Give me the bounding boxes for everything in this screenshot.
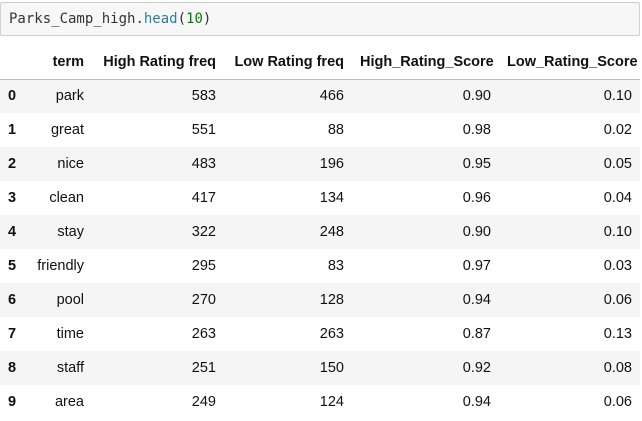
column-header-term: term bbox=[26, 45, 92, 80]
cell-high-rating-score: 0.92 bbox=[462, 360, 491, 376]
table-row: 9 area 249 124 0.94 0.06 bbox=[0, 385, 640, 419]
row-index: 0 bbox=[8, 88, 17, 105]
cell-low-rating-freq: 134 bbox=[319, 190, 344, 206]
cell-low-rating-freq: 248 bbox=[319, 224, 344, 240]
cell-low-rating-score: 0.08 bbox=[603, 360, 632, 376]
row-index: 8 bbox=[8, 360, 17, 376]
cell-low-rating-freq: 124 bbox=[319, 394, 344, 410]
table-row: 3 clean 417 134 0.96 0.04 bbox=[0, 181, 640, 215]
cell-low-rating-freq: 263 bbox=[319, 326, 344, 342]
cell-low-rating-freq: 128 bbox=[319, 292, 344, 308]
cell-low-rating-score: 0.10 bbox=[603, 224, 632, 240]
cell-high-rating-freq: 322 bbox=[191, 224, 216, 240]
column-header-high-rating-freq: High Rating freq bbox=[92, 45, 224, 80]
cell-term: friendly bbox=[37, 258, 84, 274]
cell-high-rating-score: 0.98 bbox=[462, 122, 491, 138]
index-header bbox=[0, 45, 26, 80]
cell-term: nice bbox=[57, 156, 84, 172]
cell-high-rating-freq: 295 bbox=[191, 258, 216, 274]
cell-high-rating-freq: 583 bbox=[191, 88, 216, 105]
code-open-paren: ( bbox=[177, 11, 187, 27]
cell-low-rating-score: 0.04 bbox=[603, 190, 632, 206]
cell-term: pool bbox=[56, 292, 84, 308]
code-argument: 10 bbox=[186, 11, 203, 27]
cell-term: area bbox=[54, 394, 84, 410]
cell-low-rating-score: 0.13 bbox=[603, 326, 632, 342]
table-row: 0 park 583 466 0.90 0.10 bbox=[0, 79, 640, 113]
column-header-low-rating-score: Low_Rating_Score bbox=[499, 45, 640, 80]
cell-term: great bbox=[50, 122, 84, 138]
cell-high-rating-freq: 483 bbox=[191, 156, 216, 172]
table-row: 8 staff 251 150 0.92 0.08 bbox=[0, 351, 640, 385]
row-index: 5 bbox=[8, 258, 17, 274]
cell-high-rating-freq: 551 bbox=[191, 122, 216, 138]
table-header-row: term High Rating freq Low Rating freq Hi… bbox=[0, 45, 640, 80]
cell-low-rating-freq: 150 bbox=[319, 360, 344, 376]
cell-high-rating-score: 0.87 bbox=[462, 326, 491, 342]
row-index: 7 bbox=[8, 326, 17, 342]
code-cell-input[interactable]: Parks_Camp_high.head(10) bbox=[0, 2, 640, 36]
cell-term: stay bbox=[57, 224, 84, 240]
cell-high-rating-freq: 251 bbox=[191, 360, 216, 376]
cell-low-rating-score: 0.05 bbox=[603, 156, 632, 172]
table-row: 6 pool 270 128 0.94 0.06 bbox=[0, 283, 640, 317]
row-index: 2 bbox=[8, 156, 17, 172]
cell-high-rating-freq: 263 bbox=[191, 326, 216, 342]
cell-low-rating-freq: 83 bbox=[327, 258, 344, 274]
cell-high-rating-freq: 417 bbox=[191, 190, 216, 206]
cell-high-rating-freq: 249 bbox=[191, 394, 216, 410]
cell-high-rating-score: 0.95 bbox=[462, 156, 491, 172]
cell-low-rating-freq: 88 bbox=[327, 122, 344, 138]
cell-high-rating-score: 0.94 bbox=[462, 292, 491, 308]
cell-low-rating-score: 0.06 bbox=[603, 292, 632, 308]
cell-high-rating-score: 0.94 bbox=[462, 394, 491, 410]
cell-high-rating-freq: 270 bbox=[191, 292, 216, 308]
cell-term: staff bbox=[56, 360, 84, 376]
table-row: 5 friendly 295 83 0.97 0.03 bbox=[0, 249, 640, 283]
code-method: head bbox=[143, 11, 178, 27]
cell-high-rating-score: 0.96 bbox=[462, 190, 491, 206]
table-row: 4 stay 322 248 0.90 0.10 bbox=[0, 215, 640, 249]
code-close-paren: ) bbox=[202, 11, 212, 27]
row-index: 4 bbox=[8, 224, 17, 240]
table-row: 7 time 263 263 0.87 0.13 bbox=[0, 317, 640, 351]
dataframe-output-table: term High Rating freq Low Rating freq Hi… bbox=[0, 45, 640, 419]
table-row: 1 great 551 88 0.98 0.02 bbox=[0, 113, 640, 147]
column-header-low-rating-freq: Low Rating freq bbox=[224, 45, 352, 80]
row-index: 3 bbox=[8, 190, 17, 206]
cell-low-rating-score: 0.02 bbox=[603, 122, 632, 138]
table-row: 2 nice 483 196 0.95 0.05 bbox=[0, 147, 640, 181]
cell-high-rating-score: 0.90 bbox=[462, 224, 491, 240]
row-index: 1 bbox=[8, 122, 17, 138]
row-index: 6 bbox=[8, 292, 17, 308]
code-dot: . bbox=[135, 11, 144, 27]
cell-low-rating-freq: 196 bbox=[319, 156, 344, 172]
cell-high-rating-score: 0.97 bbox=[462, 258, 491, 274]
cell-low-rating-freq: 466 bbox=[319, 88, 344, 105]
cell-low-rating-score: 0.10 bbox=[603, 88, 632, 105]
row-index: 9 bbox=[8, 394, 17, 410]
cell-term: park bbox=[55, 88, 84, 105]
cell-low-rating-score: 0.06 bbox=[603, 394, 632, 410]
cell-term: clean bbox=[49, 190, 84, 206]
cell-term: time bbox=[56, 326, 84, 342]
cell-low-rating-score: 0.03 bbox=[603, 258, 632, 274]
code-variable: Parks_Camp_high bbox=[9, 11, 136, 27]
cell-high-rating-score: 0.90 bbox=[462, 88, 491, 105]
column-header-high-rating-score: High_Rating_Score bbox=[352, 45, 499, 80]
